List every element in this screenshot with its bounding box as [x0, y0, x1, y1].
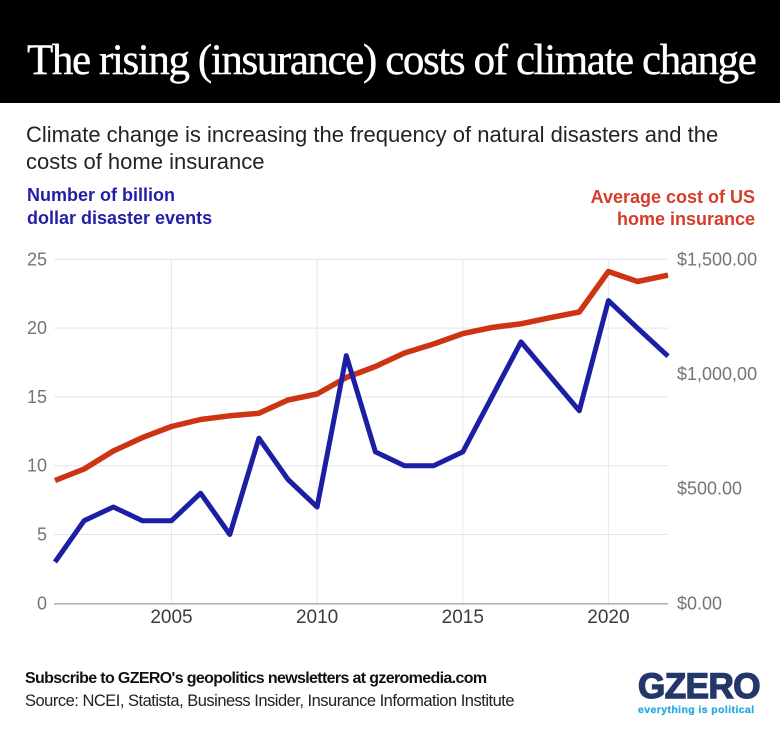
- svg-text:15: 15: [27, 387, 47, 407]
- svg-text:2005: 2005: [150, 607, 192, 628]
- svg-text:0: 0: [37, 593, 47, 613]
- svg-text:2010: 2010: [296, 607, 338, 628]
- svg-text:2020: 2020: [587, 607, 629, 628]
- svg-text:10: 10: [27, 456, 47, 476]
- svg-text:20: 20: [27, 318, 47, 338]
- svg-text:$1,000,00: $1,000,00: [677, 364, 757, 384]
- svg-text:5: 5: [37, 525, 47, 545]
- svg-text:$1,500.00: $1,500.00: [677, 249, 757, 269]
- svg-text:25: 25: [27, 249, 47, 269]
- svg-text:$0.00: $0.00: [677, 593, 722, 613]
- svg-text:$500.00: $500.00: [677, 479, 742, 499]
- svg-text:2015: 2015: [442, 607, 484, 628]
